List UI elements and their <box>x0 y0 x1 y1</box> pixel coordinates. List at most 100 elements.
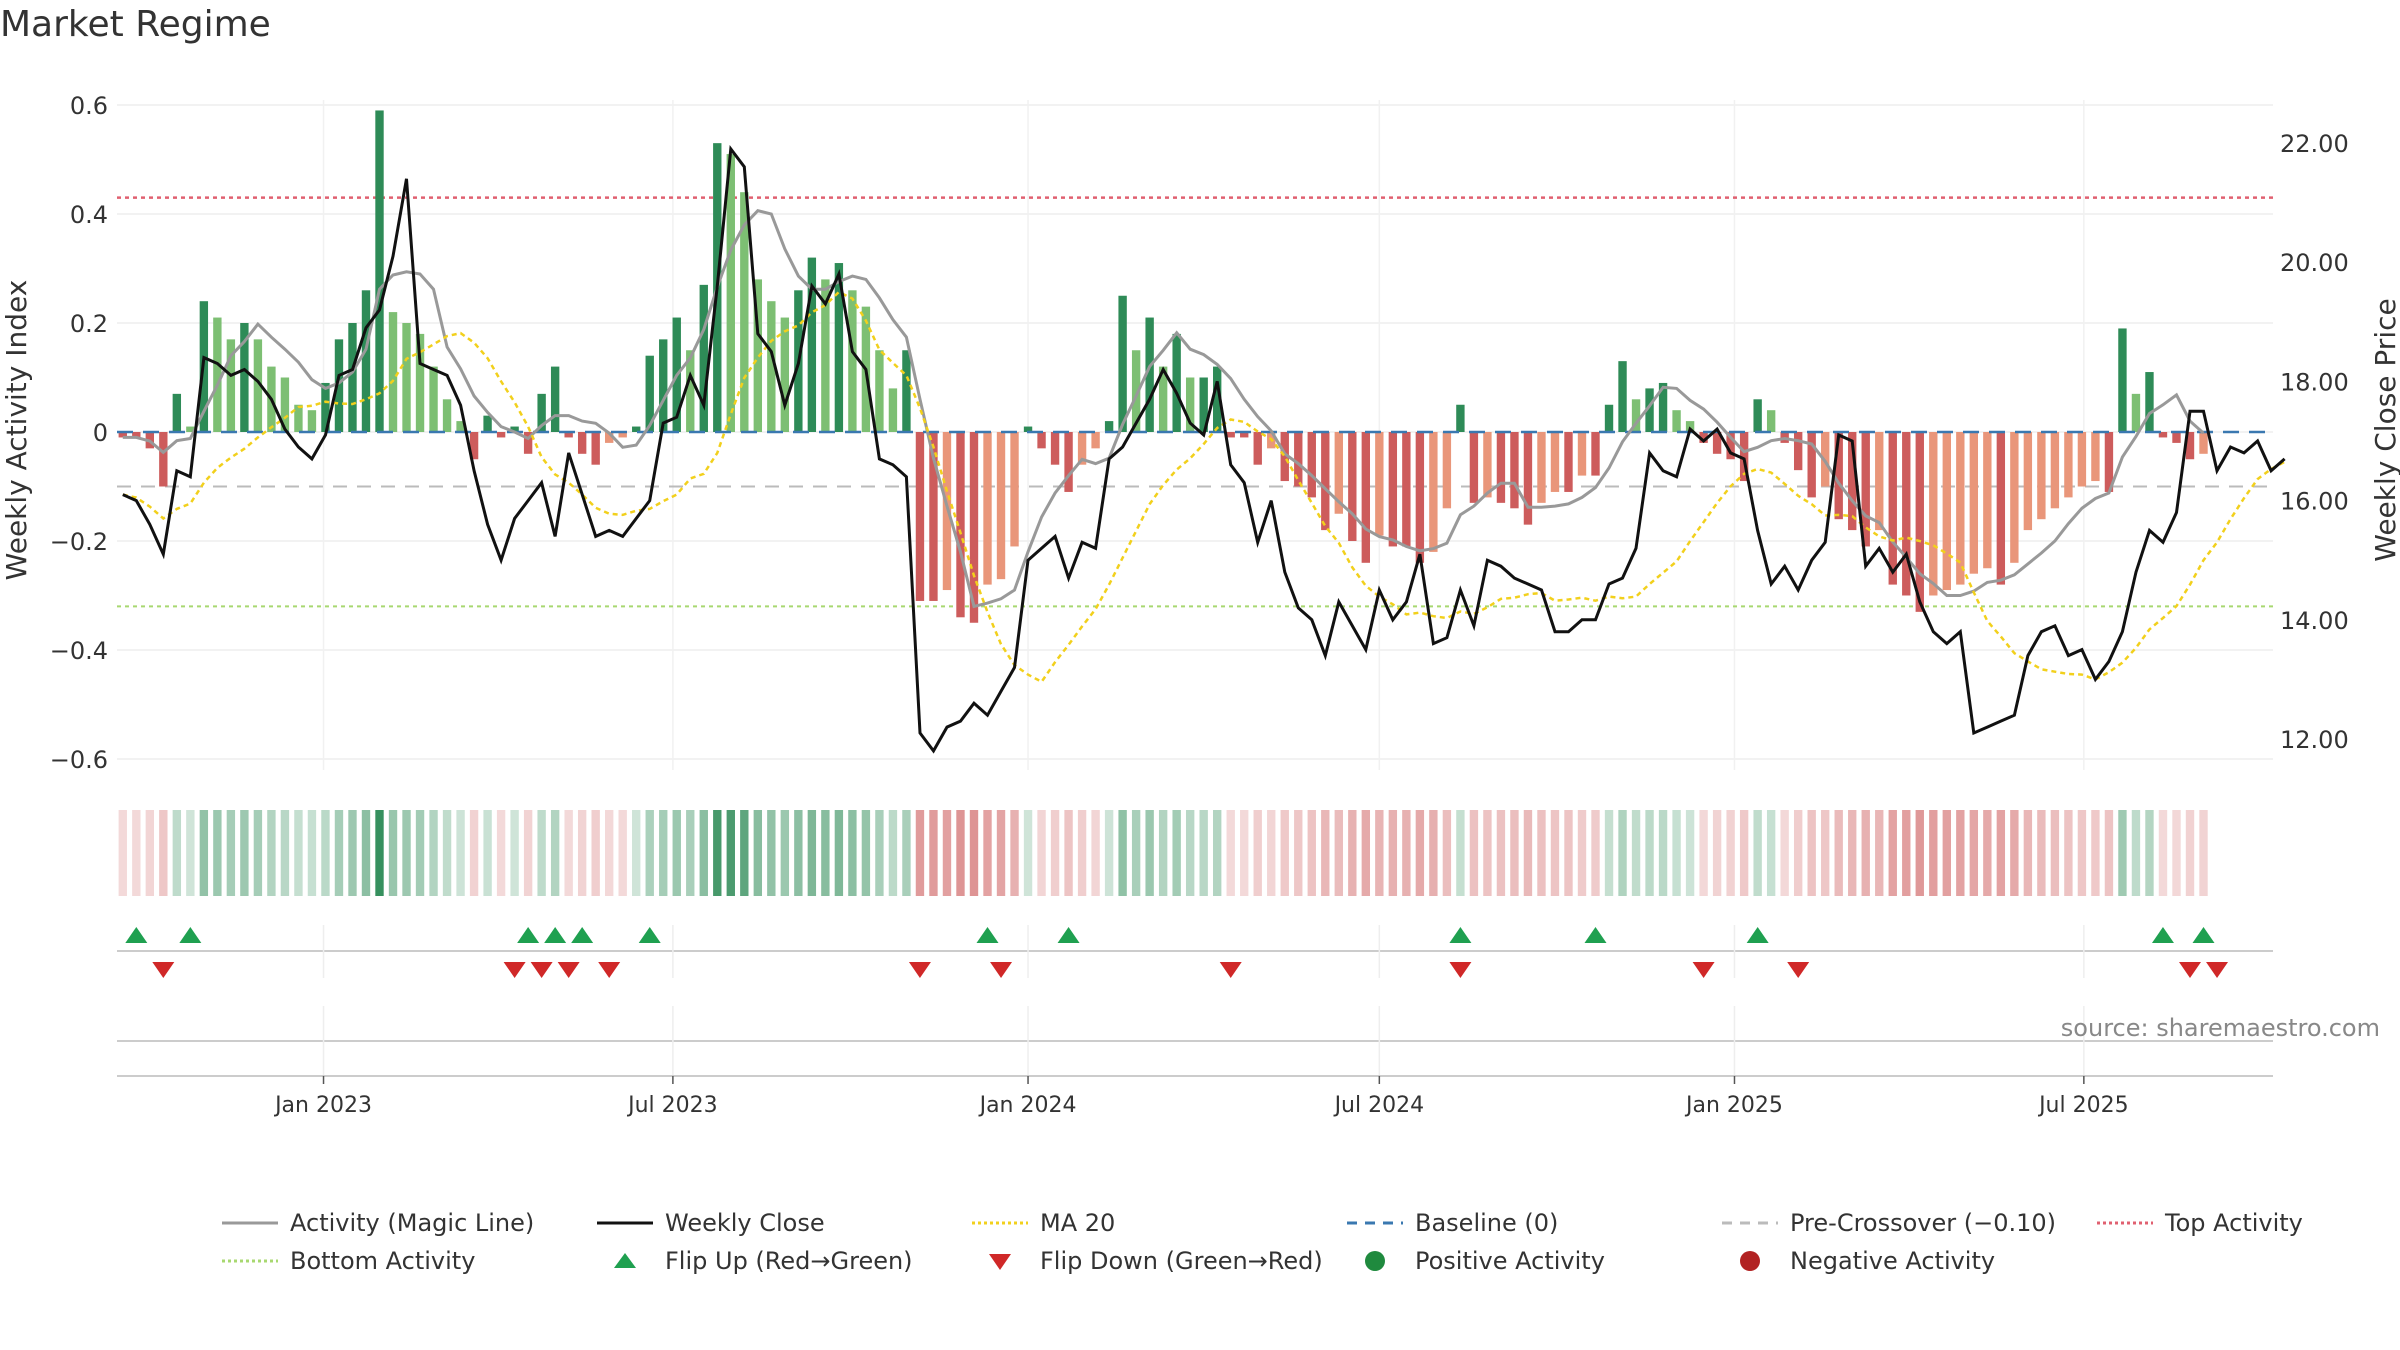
legend-item: Baseline (0) <box>1345 1208 1558 1238</box>
legend-label: Positive Activity <box>1415 1247 1605 1275</box>
regime-strip-cell <box>1158 810 1168 896</box>
activity-bar <box>2199 432 2208 454</box>
regime-strip-cell <box>1375 810 1384 896</box>
activity-bar <box>1577 432 1587 476</box>
activity-bar <box>226 339 236 432</box>
weekly-close-line <box>122 145 2286 754</box>
activity-bar <box>591 432 600 465</box>
regime-strip-cell <box>1902 810 1911 896</box>
regime-strip-cell <box>1253 810 1262 896</box>
regime-strip-cell <box>145 810 155 896</box>
regime-strip-cell <box>1726 810 1735 896</box>
legend-label: MA 20 <box>1040 1209 1116 1237</box>
activity-bar <box>983 432 992 585</box>
flip-down-marker <box>1692 962 1715 978</box>
activity-bar <box>969 432 979 623</box>
activity-bar <box>1213 366 1222 432</box>
legend-line-icon <box>220 1246 280 1276</box>
regime-strip-cell <box>605 810 614 896</box>
activity-bar <box>632 426 641 432</box>
regime-strip-cell <box>1267 810 1276 896</box>
regime-strip-cell <box>564 810 573 896</box>
activity-bar <box>821 279 830 432</box>
regime-strip-cell <box>294 810 303 896</box>
y2-tick-label: 20.00 <box>2280 249 2349 277</box>
regime-strip-cell <box>1402 810 1411 896</box>
legend-item: Positive Activity <box>1345 1246 1605 1276</box>
regime-strip-cell <box>618 810 627 896</box>
legend-line-icon <box>2095 1208 2155 1238</box>
flip-down-marker <box>1219 962 1242 978</box>
activity-bar <box>902 350 911 432</box>
regime-strip-cell <box>132 810 141 896</box>
activity-bar <box>1523 432 1533 525</box>
regime-strip-cell <box>1131 810 1141 896</box>
activity-bar <box>1766 410 1776 432</box>
flip-down-marker <box>598 962 621 978</box>
regime-strip-cell <box>2158 810 2168 896</box>
regime-strip-cell <box>1672 810 1681 896</box>
regime-strip-cell <box>1091 810 1100 896</box>
activity-bar <box>469 432 479 460</box>
activity-bar <box>2172 432 2181 443</box>
regime-strip-cell <box>469 810 479 896</box>
regime-strip-cell <box>1064 810 1073 896</box>
regime-strip-cell <box>199 810 209 896</box>
x-tick-label: Jul 2025 <box>2037 1093 2129 1118</box>
activity-bar <box>605 432 614 443</box>
activity-bar <box>659 339 668 432</box>
activity-bar <box>1550 432 1560 492</box>
activity-bar <box>1429 432 1438 552</box>
regime-strip-cell <box>969 810 979 896</box>
regime-strip-cell <box>375 810 384 896</box>
activity-bar <box>1375 432 1384 536</box>
activity-bar <box>1131 350 1141 432</box>
flip-up-marker <box>638 927 661 943</box>
regime-strip-cell <box>1591 810 1600 896</box>
activity-bar <box>1672 410 1681 432</box>
activity-bar <box>1402 432 1411 547</box>
y2-tick-label: 14.00 <box>2280 607 2349 635</box>
x-tick-label: Jan 2025 <box>1684 1093 1783 1118</box>
activity-bar <box>1645 388 1654 432</box>
regime-strip-cell <box>1739 810 1749 896</box>
activity-bar <box>240 323 249 432</box>
regime-strip-cell <box>1848 810 1857 896</box>
activity-bar <box>1739 432 1749 482</box>
activity-bar <box>1996 432 2006 585</box>
activity-bar <box>550 366 560 432</box>
regime-strip-cell <box>2199 810 2208 896</box>
regime-strip-cell <box>1712 810 1722 896</box>
regime-strip-cell <box>983 810 992 896</box>
regime-strip-cell <box>2145 810 2154 896</box>
activity-bar <box>1321 432 1330 531</box>
activity-bar <box>1010 432 1019 547</box>
legend-item: Flip Down (Green→Red) <box>970 1246 1323 1276</box>
regime-strip-cell <box>1942 810 1951 896</box>
regime-strip-cell <box>672 810 681 896</box>
regime-strip-cell <box>159 810 168 896</box>
activity-bar <box>186 426 195 432</box>
regime-strip-cell <box>726 810 735 896</box>
activity-bar <box>1942 432 1951 591</box>
activity-bar <box>2010 432 2019 563</box>
legend-item: Activity (Magic Line) <box>220 1208 534 1238</box>
activity-bar <box>2037 432 2046 520</box>
flip-down-marker <box>152 962 175 978</box>
activity-bar <box>1091 432 1100 449</box>
regime-strip-cell <box>307 810 317 896</box>
regime-strip-cell <box>1753 810 1762 896</box>
magic-line <box>122 209 2205 609</box>
regime-strip-cell <box>1442 810 1452 896</box>
regime-strip-cell <box>753 810 763 896</box>
regime-strip-cell <box>118 810 127 896</box>
activity-bar <box>956 432 965 618</box>
legend-line-icon <box>970 1208 1030 1238</box>
flip-down-marker <box>557 962 580 978</box>
activity-bar <box>1753 399 1762 432</box>
activity-bar <box>1983 432 1992 569</box>
activity-bar <box>1388 432 1398 547</box>
activity-bar <box>996 432 1006 580</box>
regime-strip-cell <box>1915 810 1924 896</box>
x-tick-label: Jul 2023 <box>626 1093 718 1118</box>
